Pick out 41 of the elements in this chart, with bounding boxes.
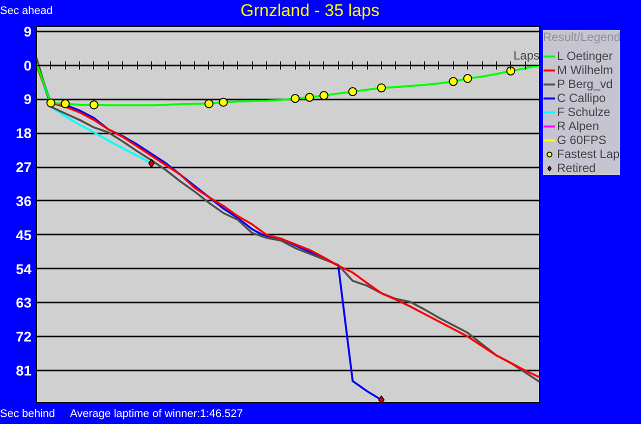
y-tick-label: 81: [16, 362, 32, 378]
legend-label: M Wilhelm: [557, 63, 613, 77]
point: [319, 90, 328, 100]
text: Average laptime of winner:1:46.527: [70, 407, 243, 422]
x-axis-title: Laps: [513, 48, 540, 62]
y-tick-label: 27: [16, 159, 32, 176]
point: [148, 158, 155, 168]
point: [378, 395, 385, 402]
y-tick-label: 54: [16, 260, 32, 277]
legend-label: L Oetinger: [557, 49, 613, 63]
point: [506, 66, 516, 76]
legend-label: F Schulze: [557, 105, 610, 119]
legend-label: P Berg_vd: [557, 77, 613, 91]
legend-title: Result/Legend: [543, 30, 620, 44]
text: Sec ahead: [0, 4, 53, 19]
point: [204, 99, 214, 108]
point: [60, 99, 70, 108]
legend-label: C Callipo: [557, 91, 606, 105]
point: [348, 87, 358, 96]
y-tick-label: 0: [24, 57, 32, 74]
y-tick-label: 9: [24, 23, 32, 40]
y-tick-label: 9: [24, 91, 32, 108]
point: [463, 74, 472, 83]
y-axis-title: Sec behind: [0, 407, 56, 422]
point: [46, 98, 56, 108]
legend-label: R Alpen: [557, 119, 600, 133]
y-tick-label: 36: [16, 192, 32, 209]
point: [290, 94, 300, 103]
point: [305, 92, 314, 102]
y-tick-label: 45: [16, 226, 32, 243]
y-tick-label: 18: [16, 125, 32, 142]
point: [89, 100, 98, 110]
y-tick-label: 63: [16, 294, 32, 311]
legend-label: Fastest Lap: [557, 147, 620, 161]
legend-label: Retired: [557, 161, 596, 175]
point: [376, 83, 386, 92]
legend-label: G 60FPS: [557, 133, 606, 147]
chart-title: Grnzland - 35 laps: [240, 0, 380, 22]
point: [448, 77, 458, 86]
point: [218, 98, 228, 107]
y-tick-label: 72: [16, 328, 32, 345]
